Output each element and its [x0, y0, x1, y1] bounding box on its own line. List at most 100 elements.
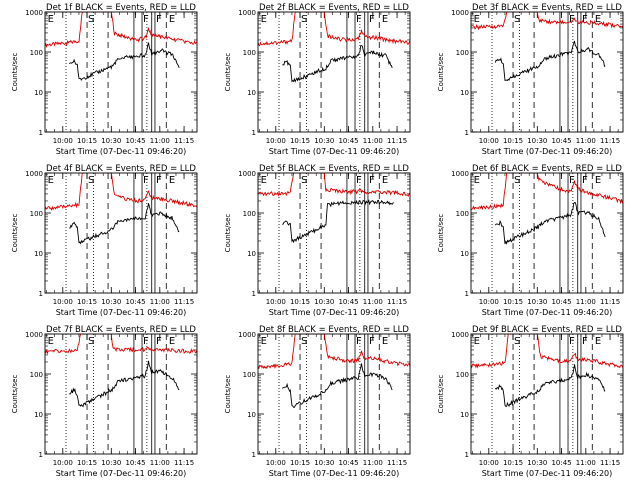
plot-frame: [257, 333, 411, 455]
lld-series-line: [471, 12, 623, 31]
events-series-line: [494, 364, 606, 408]
y-tick-label: 1000: [25, 170, 43, 178]
annotation-label: S: [88, 336, 94, 347]
y-axis-label: Counts/sec: [224, 214, 232, 253]
annotation-label: S: [514, 336, 520, 347]
annotation-label: F: [582, 14, 588, 25]
x-tick-label: 10:45: [125, 137, 145, 145]
x-tick-label: 11:00: [576, 137, 596, 145]
y-tick-label: 1: [465, 129, 469, 137]
events-series-line: [282, 199, 394, 244]
y-axis-label: Counts/sec: [11, 53, 19, 92]
x-tick-label: 10:00: [266, 459, 286, 467]
annotation-label: E: [169, 175, 175, 186]
chart-title: Det 9f BLACK = Events, RED = LLD: [472, 325, 622, 335]
annotation-label: S: [514, 14, 520, 25]
panel-6: Det 6f BLACK = Events, RED = LLD Counts/s…: [437, 164, 624, 317]
x-tick-label: 11:15: [174, 137, 194, 145]
x-axis-label: Start Time (07-Dec-11 09:46:20): [269, 308, 400, 317]
panel-1: Det 1f BLACK = Events, RED = LLD Counts/s…: [11, 3, 198, 156]
y-tick-label: 1: [39, 290, 43, 298]
plot-frame: [470, 172, 624, 294]
plot-frame: [470, 11, 624, 133]
annotation-label: F: [569, 14, 575, 25]
plot-frame: [44, 333, 198, 455]
annotation-label: F: [156, 175, 162, 186]
annotation-label: E: [595, 14, 601, 25]
plot-frame: [257, 11, 411, 133]
x-tick-label: 11:15: [600, 459, 620, 467]
annotation-label: F: [156, 336, 162, 347]
annotation-label: E: [261, 175, 267, 186]
events-series-line: [69, 42, 180, 81]
lld-series-line: [258, 173, 410, 197]
x-tick-label: 10:15: [503, 459, 523, 467]
events-series-line: [494, 202, 606, 245]
y-tick-label: 1000: [451, 331, 469, 339]
x-tick-label: 11:15: [600, 137, 620, 145]
y-tick-label: 1: [252, 451, 256, 459]
lld-series-line: [45, 173, 197, 211]
y-tick-label: 100: [456, 49, 469, 57]
plot-frame: [44, 11, 198, 133]
annotation-label: E: [595, 336, 601, 347]
chart-title: Det 4f BLACK = Events, RED = LLD: [46, 164, 196, 174]
y-tick-label: 10: [460, 411, 469, 419]
y-tick-label: 1000: [451, 9, 469, 17]
x-tick-label: 11:00: [150, 459, 170, 467]
y-axis-label: Counts/sec: [437, 375, 445, 414]
x-tick-label: 11:15: [387, 137, 407, 145]
panel-8: Det 8f BLACK = Events, RED = LLD Counts/s…: [224, 325, 411, 478]
y-axis-label: Counts/sec: [224, 53, 232, 92]
annotation-label: E: [382, 175, 388, 186]
events-series-line: [69, 360, 180, 408]
annotation-label: E: [382, 336, 388, 347]
annotation-label: F: [369, 175, 375, 186]
y-tick-label: 1000: [238, 331, 256, 339]
annotation-label: F: [369, 336, 375, 347]
panel-4: Det 4f BLACK = Events, RED = LLD Counts/s…: [11, 164, 198, 317]
panel-7: Det 7f BLACK = Events, RED = LLD Counts/s…: [11, 325, 198, 478]
annotation-label: S: [88, 14, 94, 25]
x-tick-label: 10:15: [503, 298, 523, 306]
annotation-label: F: [582, 336, 588, 347]
x-tick-label: 10:45: [338, 137, 358, 145]
y-tick-label: 10: [34, 250, 43, 258]
y-tick-label: 100: [243, 49, 256, 57]
annotation-label: F: [569, 336, 575, 347]
panel-2: Det 2f BLACK = Events, RED = LLD Counts/s…: [224, 3, 411, 156]
chart-title: Det 1f BLACK = Events, RED = LLD: [46, 3, 196, 13]
y-tick-label: 1000: [451, 170, 469, 178]
y-tick-label: 1: [252, 129, 256, 137]
x-tick-label: 11:00: [576, 298, 596, 306]
y-tick-label: 1: [465, 451, 469, 459]
x-tick-label: 10:30: [527, 298, 547, 306]
y-tick-label: 1000: [25, 9, 43, 17]
y-tick-label: 100: [30, 49, 43, 57]
chart-title: Det 3f BLACK = Events, RED = LLD: [472, 3, 622, 13]
x-tick-label: 10:15: [290, 459, 310, 467]
y-tick-label: 10: [460, 89, 469, 97]
y-tick-label: 100: [243, 210, 256, 218]
x-tick-label: 10:45: [551, 137, 571, 145]
annotation-label: E: [382, 14, 388, 25]
y-tick-label: 1: [39, 129, 43, 137]
lld-series-line: [471, 173, 623, 211]
annotation-label: F: [143, 14, 149, 25]
annotation-label: E: [48, 175, 54, 186]
y-tick-label: 10: [247, 250, 256, 258]
x-axis-label: Start Time (07-Dec-11 09:46:20): [269, 147, 400, 156]
events-series-line: [494, 40, 606, 82]
x-tick-label: 11:00: [150, 137, 170, 145]
annotation-label: F: [143, 336, 149, 347]
y-tick-label: 10: [247, 89, 256, 97]
x-tick-label: 10:15: [290, 137, 310, 145]
y-tick-label: 10: [34, 411, 43, 419]
x-tick-label: 10:00: [266, 137, 286, 145]
y-tick-label: 10: [34, 89, 43, 97]
y-tick-label: 10: [460, 250, 469, 258]
y-tick-label: 100: [456, 371, 469, 379]
x-tick-label: 10:15: [290, 298, 310, 306]
annotation-label: E: [474, 336, 480, 347]
y-tick-label: 1: [252, 290, 256, 298]
